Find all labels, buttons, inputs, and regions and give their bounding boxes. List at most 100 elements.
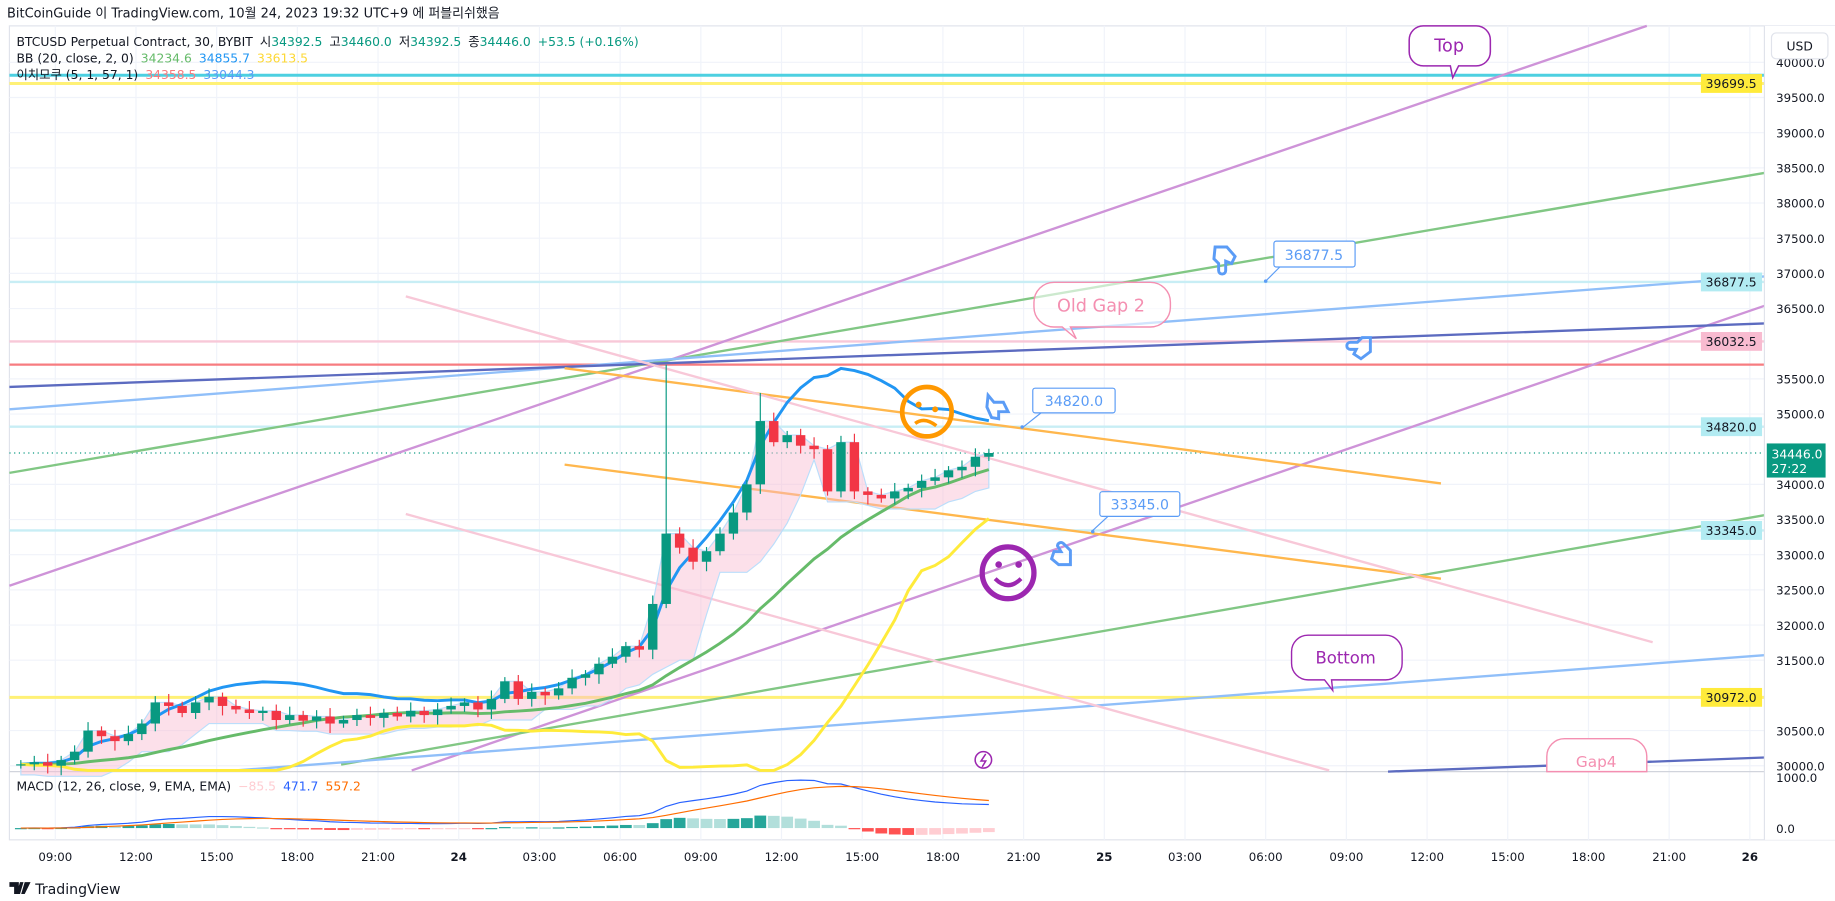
callout-bottom[interactable]: Bottom xyxy=(1290,634,1403,693)
candle xyxy=(836,442,846,492)
price-tick: 32500.0 xyxy=(1776,584,1825,598)
macd-histogram-bar xyxy=(391,828,404,830)
candle xyxy=(755,421,766,485)
candle xyxy=(970,456,981,467)
candle xyxy=(769,421,779,443)
candle xyxy=(782,435,792,443)
series xyxy=(16,364,994,777)
price-label-bg xyxy=(1700,687,1763,707)
candle xyxy=(890,491,900,499)
candle xyxy=(56,760,66,766)
macd-histogram-bar xyxy=(472,828,484,830)
price-label: 33345.0 xyxy=(1706,524,1757,538)
candle xyxy=(83,730,93,752)
drawings[interactable] xyxy=(9,24,1835,773)
candle xyxy=(715,533,725,552)
macd-histogram-bar xyxy=(162,823,175,829)
price-axis[interactable] xyxy=(1764,25,1835,840)
candle xyxy=(16,764,26,766)
time-tick: 18:00 xyxy=(280,850,314,864)
trendline-green xyxy=(340,514,1765,766)
candle xyxy=(177,705,187,713)
time-axis[interactable]: 09:00 12:00 15:00 18:00 21:00 24 03:00 06:00 09:… xyxy=(38,850,1758,864)
confused-face-icon[interactable] xyxy=(899,384,954,439)
usd-button[interactable]: USD xyxy=(1770,32,1829,60)
legend: BTCUSD Perpetual Contract, 30, BYBIT 시343… xyxy=(16,35,638,794)
price-label-bg xyxy=(1700,332,1763,351)
candle xyxy=(419,710,429,716)
publish-line: BitCoinGuide 이 TradingView.com, 10월 24, … xyxy=(7,6,500,22)
macd-histogram-bar xyxy=(835,825,847,829)
macd-histogram-bar xyxy=(861,828,874,832)
price-note-33345[interactable]: 33345.0 xyxy=(1091,491,1181,534)
line-price-labels: 39699.5 36877.5 36032.5 34820.0 33345.0 30972… xyxy=(1700,74,1763,707)
candle xyxy=(822,449,833,492)
macd-histogram-bar xyxy=(512,827,525,829)
price-tick: 33500.0 xyxy=(1776,513,1825,527)
candle xyxy=(271,710,281,721)
time-tick: 15:00 xyxy=(200,850,234,864)
candle xyxy=(688,547,698,562)
smiley-face-icon[interactable] xyxy=(979,544,1037,602)
candle xyxy=(69,751,80,761)
candle xyxy=(863,491,873,495)
time-tick: 12:00 xyxy=(119,850,153,864)
time-tick: 06:00 xyxy=(1249,850,1283,864)
candle xyxy=(473,702,483,710)
trendline-blue xyxy=(235,653,1765,772)
pointing-hand-icon[interactable] xyxy=(1345,336,1372,361)
grid xyxy=(9,25,1835,840)
macd-histogram-bar xyxy=(230,825,242,829)
macd-histogram-bar xyxy=(579,826,592,829)
price-tick: 34000.0 xyxy=(1776,478,1825,492)
candle xyxy=(244,709,255,713)
macd-histogram-bar xyxy=(364,828,377,830)
price-note-34820[interactable]: 34820.0 xyxy=(1020,387,1116,429)
price-note-36877[interactable]: 36877.5 xyxy=(1263,240,1356,283)
trendline-orange xyxy=(564,366,1442,485)
trendline-green xyxy=(9,171,1765,475)
candle xyxy=(742,484,752,513)
macd-histogram-bar xyxy=(283,828,296,830)
candle xyxy=(311,716,322,721)
price-label-bg xyxy=(1700,521,1763,540)
macd-histogram-bar xyxy=(888,828,901,835)
macd-histogram-bar xyxy=(673,817,686,829)
time-tick: 09:00 xyxy=(1329,850,1363,864)
pointing-hand-icon[interactable] xyxy=(1049,541,1072,567)
macd-histogram-bar xyxy=(498,827,511,829)
candle xyxy=(580,674,591,678)
macd-tick: 0.0 xyxy=(1776,822,1795,836)
candle xyxy=(123,734,134,742)
macd-histogram-bar xyxy=(324,828,336,830)
price-label-bg xyxy=(1700,74,1763,93)
lightning-icon[interactable] xyxy=(974,750,993,769)
macd-histogram-bar xyxy=(956,828,968,834)
candle xyxy=(432,709,443,716)
macd-histogram-bar xyxy=(243,826,256,829)
pointing-hand-icon[interactable] xyxy=(1212,245,1237,276)
candle xyxy=(957,466,967,471)
candle xyxy=(150,702,160,724)
callout-old-gap-2[interactable]: Old Gap 2 xyxy=(1033,281,1172,340)
price-tick: 39500.0 xyxy=(1776,91,1825,105)
time-tick: 09:00 xyxy=(684,850,718,864)
symbol-title: BTCUSD Perpetual Contract, 30, BYBIT xyxy=(16,35,253,49)
candle xyxy=(204,696,214,703)
pointing-hand-icon[interactable] xyxy=(985,391,1011,421)
macd-pane xyxy=(14,779,995,835)
callout-gap4[interactable]: Gap4 xyxy=(1546,737,1648,773)
macd-histogram-bar xyxy=(297,828,310,830)
price-label: 34820.0 xyxy=(1706,420,1757,434)
candle xyxy=(943,470,954,478)
macd-histogram-bar xyxy=(270,828,283,830)
callout-top[interactable]: Top xyxy=(1408,25,1492,80)
tradingview-logo[interactable]: TradingView xyxy=(9,882,121,898)
candle xyxy=(459,702,470,706)
time-tick: 18:00 xyxy=(926,850,960,864)
candle xyxy=(527,691,537,699)
macd-histogram-bar xyxy=(485,828,498,830)
candle xyxy=(500,681,510,699)
